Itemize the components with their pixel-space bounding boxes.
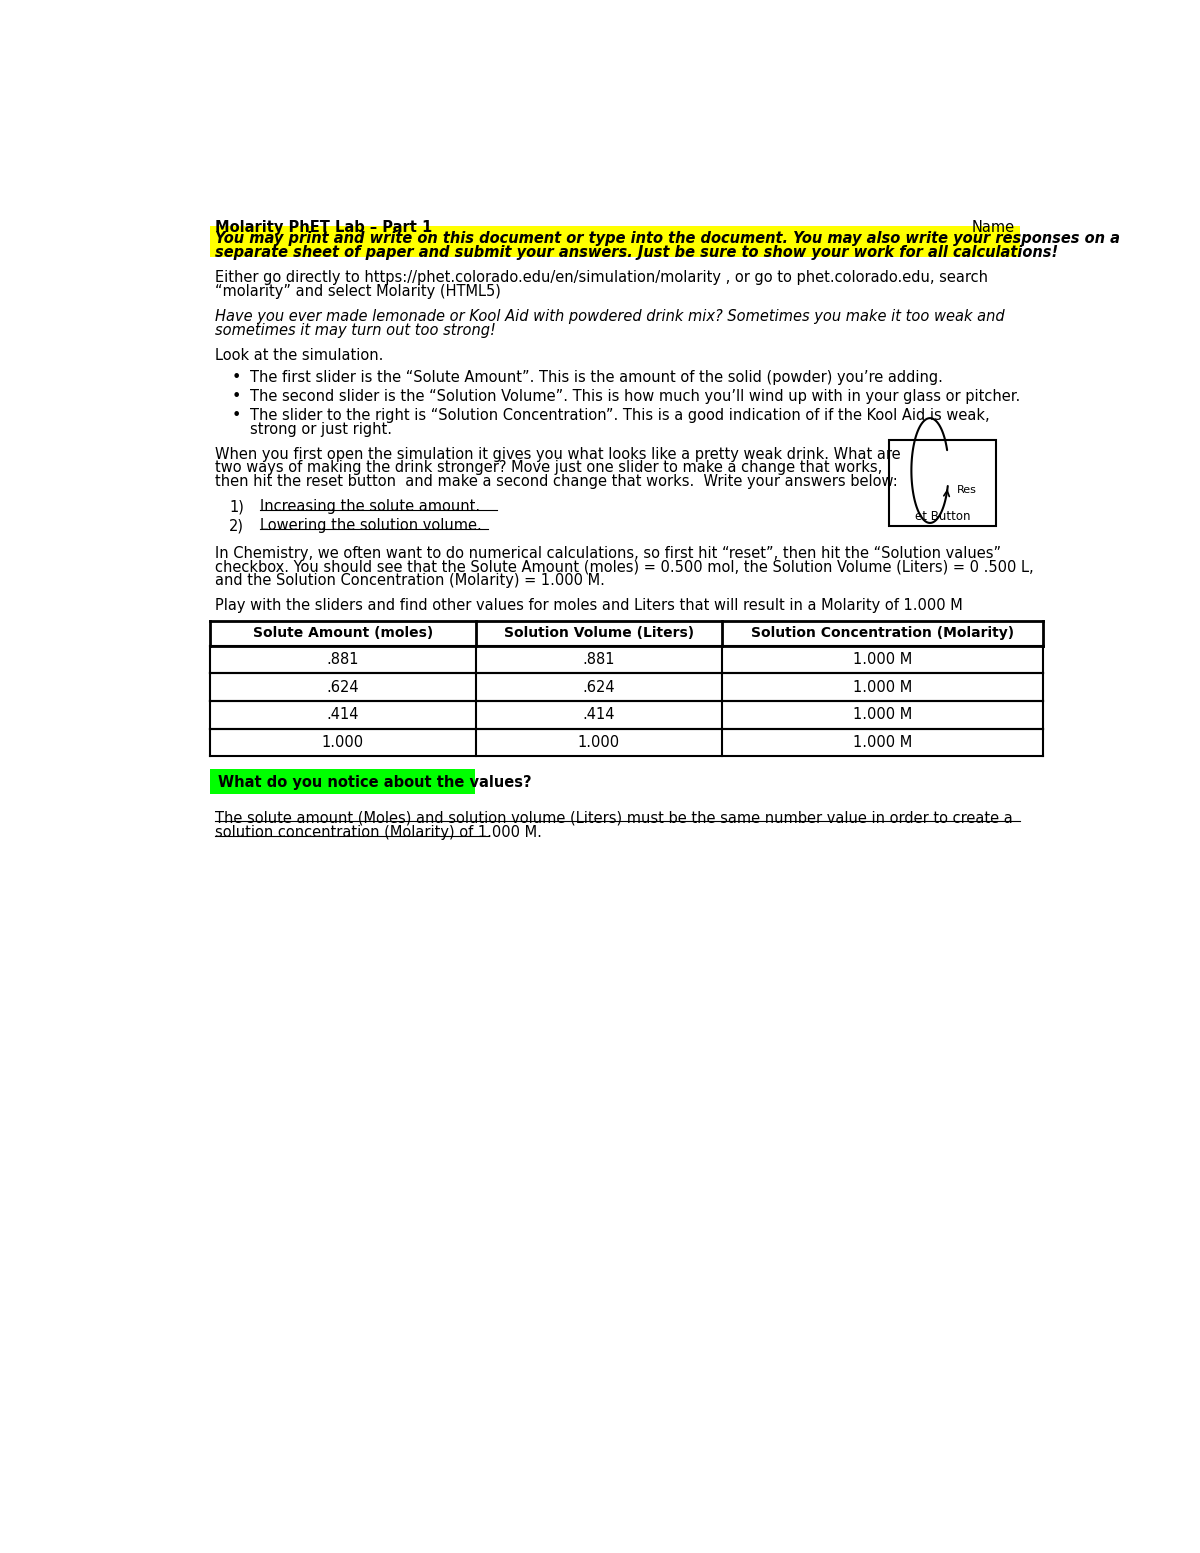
Text: .624: .624 xyxy=(582,680,616,694)
Text: .881: .881 xyxy=(326,652,359,668)
Text: two ways of making the drink stronger? Move just one slider to make a change tha: two ways of making the drink stronger? M… xyxy=(215,460,882,475)
Text: Increasing the solute amount.: Increasing the solute amount. xyxy=(259,500,480,514)
Text: •: • xyxy=(232,370,241,385)
Text: and the Solution Concentration (Molarity) = 1.000 M.: and the Solution Concentration (Molarity… xyxy=(215,573,605,589)
Text: Play with the sliders and find other values for moles and Liters that will resul: Play with the sliders and find other val… xyxy=(215,598,962,613)
Text: The first slider is the “Solute Amount”. This is the amount of the solid (powder: The first slider is the “Solute Amount”.… xyxy=(251,370,943,385)
Bar xyxy=(889,441,996,526)
Text: 1.000 M: 1.000 M xyxy=(853,680,912,694)
Bar xyxy=(210,769,475,794)
Text: •: • xyxy=(232,388,241,404)
Text: The second slider is the “Solution Volume”. This is how much you’ll wind up with: The second slider is the “Solution Volum… xyxy=(251,388,1021,404)
Text: 2): 2) xyxy=(229,519,244,533)
Text: sometimes it may turn out too strong!: sometimes it may turn out too strong! xyxy=(215,323,496,337)
Text: 1.000 M: 1.000 M xyxy=(853,735,912,750)
Text: •: • xyxy=(232,408,241,422)
Text: Res: Res xyxy=(956,486,977,495)
Text: then hit the reset button  and make a second change that works.  Write your answ: then hit the reset button and make a sec… xyxy=(215,474,898,489)
Text: checkbox. You should see that the Solute Amount (moles) = 0.500 mol, the Solutio: checkbox. You should see that the Solute… xyxy=(215,559,1033,575)
Text: .414: .414 xyxy=(326,707,359,722)
Text: 1.000 M: 1.000 M xyxy=(853,652,912,668)
Text: When you first open the simulation it gives you what looks like a pretty weak dr: When you first open the simulation it gi… xyxy=(215,447,901,461)
Text: Solution Concentration (Molarity): Solution Concentration (Molarity) xyxy=(751,626,1014,640)
Text: .624: .624 xyxy=(326,680,359,694)
Text: 1.000 M: 1.000 M xyxy=(853,707,912,722)
Text: What do you notice about the values?: What do you notice about the values? xyxy=(218,775,532,790)
Text: Have you ever made lemonade or Kool Aid with powdered drink mix? Sometimes you m: Have you ever made lemonade or Kool Aid … xyxy=(215,309,1004,325)
Text: strong or just right.: strong or just right. xyxy=(251,421,392,436)
Text: .881: .881 xyxy=(582,652,614,668)
Text: The slider to the right is “Solution Concentration”. This is a good indication o: The slider to the right is “Solution Con… xyxy=(251,408,990,422)
Text: separate sheet of paper and submit your answers. Just be sure to show your work : separate sheet of paper and submit your … xyxy=(215,245,1058,259)
Text: Lowering the solution volume.: Lowering the solution volume. xyxy=(259,519,481,533)
Text: Look at the simulation.: Look at the simulation. xyxy=(215,348,384,363)
Text: .414: .414 xyxy=(582,707,614,722)
Text: Solution Volume (Liters): Solution Volume (Liters) xyxy=(504,626,694,640)
Text: Name: Name xyxy=(972,221,1015,235)
Text: Molarity PhET Lab – Part 1: Molarity PhET Lab – Part 1 xyxy=(215,221,432,235)
Text: Either go directly to https://phet.colorado.edu/en/simulation/molarity , or go t: Either go directly to https://phet.color… xyxy=(215,270,988,284)
Text: In Chemistry, we often want to do numerical calculations, so first hit “reset”, : In Chemistry, we often want to do numeri… xyxy=(215,545,1001,561)
Text: The solute amount (Moles) and solution volume (Liters) must be the same number v: The solute amount (Moles) and solution v… xyxy=(215,811,1013,825)
Text: 1): 1) xyxy=(229,500,244,514)
Bar xyxy=(210,227,1020,258)
Text: 1.000: 1.000 xyxy=(322,735,364,750)
Text: et Button: et Button xyxy=(916,509,971,523)
Text: You may print and write on this document or type into the document. You may also: You may print and write on this document… xyxy=(215,231,1120,245)
Text: Solute Amount (moles): Solute Amount (moles) xyxy=(253,626,433,640)
Text: 1.000: 1.000 xyxy=(577,735,619,750)
Text: “molarity” and select Molarity (HTML5): “molarity” and select Molarity (HTML5) xyxy=(215,284,500,298)
Text: solution concentration (Molarity) of 1.000 M.: solution concentration (Molarity) of 1.0… xyxy=(215,825,542,840)
